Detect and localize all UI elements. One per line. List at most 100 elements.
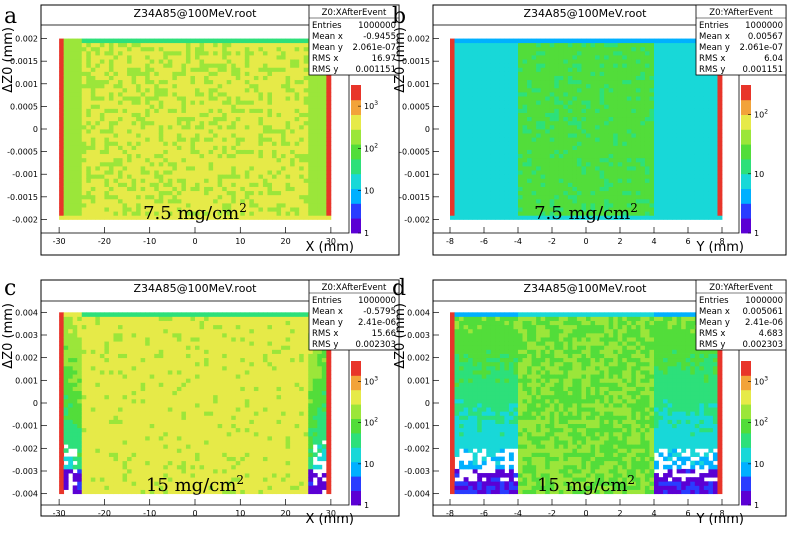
heatmap-cell [468,198,474,204]
heatmap-cell [486,178,492,183]
heatmap-cell [676,67,682,72]
heatmap-cell [77,116,83,122]
heatmap-cell [545,124,551,130]
heatmap-cell [294,186,300,192]
heatmap-cell [108,75,114,81]
heatmap-cell [185,157,191,163]
heatmap-cell [199,120,205,126]
heatmap-cell [262,42,268,48]
heatmap-cell [199,104,205,109]
heatmap-cell [172,50,178,56]
heatmap-cell [599,87,605,93]
heatmap-cell [222,215,228,220]
heatmap-cell [262,178,268,183]
heatmap-cell [276,157,282,163]
heatmap-cell [122,46,128,52]
heatmap-cell [217,83,223,89]
heatmap-cell [244,55,250,60]
heatmap-cell [99,190,105,196]
heatmap-cell [195,67,200,72]
heatmap-cell [68,87,74,93]
heatmap-cell [576,137,582,142]
heatmap-cell [145,137,151,142]
heatmap-cell [495,141,501,146]
heatmap-cell [635,145,641,150]
heatmap-cell [258,46,264,52]
heatmap-cell [567,92,573,97]
heatmap-cell [127,96,132,101]
heatmap-cell [463,75,469,81]
heatmap-cell [545,79,551,85]
heatmap-cell [513,67,519,72]
heatmap-cell [285,145,291,150]
heatmap-cell [113,116,119,122]
heatmap-cell [450,83,455,89]
heatmap-cell [326,124,332,130]
heatmap-cell [663,198,668,204]
heatmap-cell [86,194,92,200]
heatmap-cell [649,112,655,118]
heatmap-cell [267,75,273,81]
heatmap-cell [145,202,151,208]
heatmap-cell [285,108,291,113]
heatmap-cell [127,161,132,167]
heatmap-cell [163,141,169,146]
heatmap-cell [222,112,228,118]
heatmap-cell [463,194,469,200]
heatmap-cell [281,38,286,44]
heatmap-cell [586,145,591,150]
heatmap-cell [99,129,105,134]
heatmap-cell [140,198,146,204]
heatmap-cell [258,124,264,130]
heatmap-cell [308,207,314,212]
heatmap-cell [522,129,528,134]
heatmap-cell [658,116,664,122]
heatmap-cell [167,145,173,150]
heatmap-cell [604,42,610,48]
heatmap-cell [235,92,241,97]
heatmap-cell [644,55,650,60]
heatmap-cell [303,108,309,113]
heatmap-cell [163,59,169,64]
heatmap-cell [272,120,277,126]
heatmap-cell [531,55,537,60]
heatmap-cell [104,129,110,134]
heatmap-cell [258,116,264,122]
heatmap-cell [504,46,510,52]
heatmap-cell [450,67,455,72]
heatmap-cell [181,174,187,179]
heatmap-cell [622,211,628,216]
heatmap-cell [663,46,668,52]
heatmap-cell [640,108,646,113]
heatmap-cell [86,137,92,142]
heatmap-cell [654,129,659,134]
heatmap-cell [635,182,641,187]
heatmap-cell [540,207,546,212]
heatmap-cell [199,83,205,89]
heatmap-cell [176,63,182,68]
heatmap-cell [122,133,128,138]
heatmap-cell [567,100,573,105]
heatmap-cell [613,178,619,183]
heatmap-cell [99,38,105,44]
heatmap-cell [68,59,74,64]
heatmap-cell [317,116,323,122]
heatmap-cell [613,174,619,179]
heatmap-cell [649,75,655,81]
heatmap-cell [635,63,641,68]
heatmap-cell [508,112,514,118]
heatmap-cell [127,137,132,142]
heatmap-cell [258,153,264,159]
heatmap-cell [567,124,573,130]
heatmap-cell [240,170,246,175]
heatmap-cell [281,79,286,85]
heatmap-cell [99,202,105,208]
heatmap-cell [672,79,678,85]
heatmap-cell [163,38,169,44]
heatmap-cell [586,55,591,60]
heatmap-cell [472,63,478,68]
heatmap-cell [258,149,264,155]
heatmap-cell [77,96,83,101]
heatmap-cell [317,96,323,101]
heatmap-cell [676,166,682,171]
